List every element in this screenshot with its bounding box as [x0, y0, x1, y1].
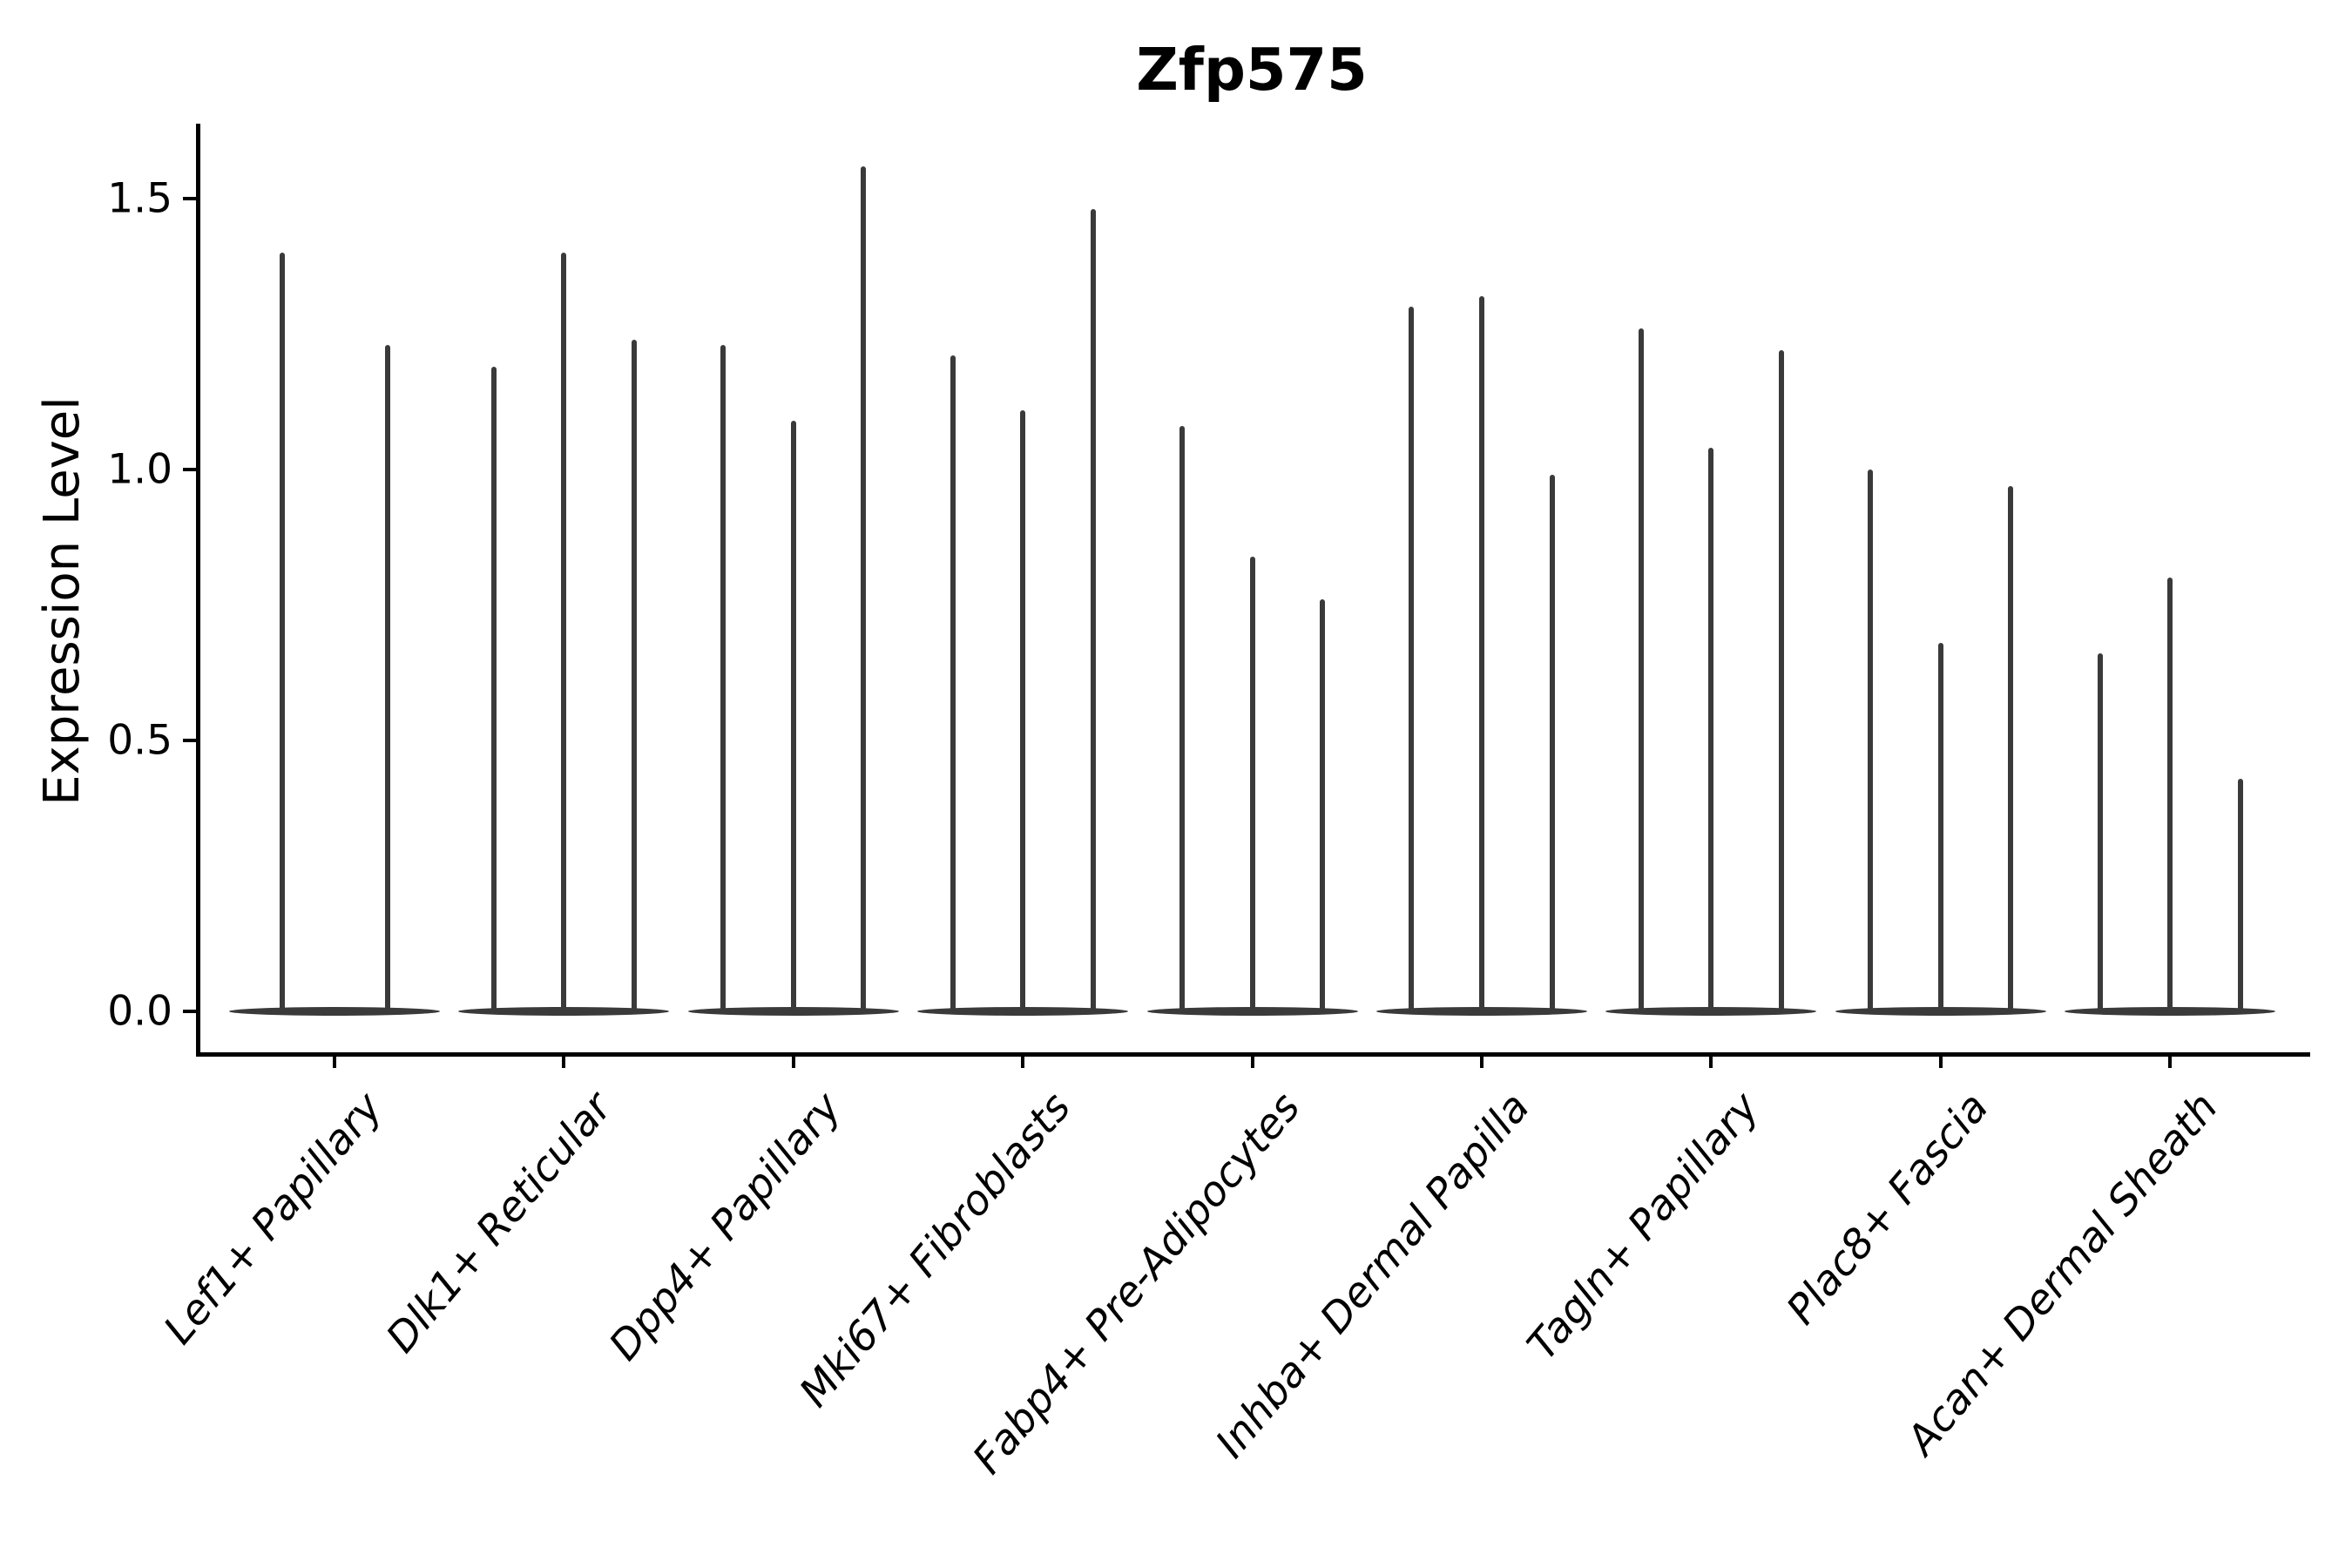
x-tick	[333, 1055, 336, 1068]
violin-spike	[1638, 328, 1644, 1011]
violin-spike	[490, 366, 497, 1011]
violin-spike	[720, 344, 727, 1011]
violin-base	[687, 1007, 899, 1016]
violin-base	[458, 1007, 670, 1016]
violin-spike	[632, 339, 638, 1011]
violin-spike	[561, 253, 567, 1011]
violin-base	[2065, 1007, 2276, 1016]
violin-spike	[950, 355, 956, 1011]
violin-spike	[1868, 470, 1874, 1011]
x-tick	[1938, 1055, 1943, 1068]
violin-spike	[1937, 643, 1943, 1011]
x-tick	[1709, 1055, 1713, 1068]
violin-spike	[1179, 426, 1185, 1011]
violin-spike	[2008, 485, 2014, 1011]
x-axis-spine	[196, 1052, 2310, 1057]
y-tick	[183, 1010, 196, 1013]
violin-spike	[1409, 307, 1415, 1011]
violin-spike	[1020, 409, 1026, 1011]
violin-spike	[1320, 599, 1326, 1011]
x-tick	[1021, 1055, 1025, 1068]
violin-base	[229, 1007, 440, 1016]
violin-spike	[1249, 556, 1255, 1011]
violin-base	[1146, 1007, 1358, 1016]
y-tick-label: 1.0	[107, 445, 172, 494]
violin-spike	[861, 166, 867, 1011]
x-tick	[1250, 1055, 1254, 1068]
x-tick	[2168, 1055, 2173, 1068]
violin-spike	[2237, 778, 2243, 1011]
violin-spike	[279, 253, 285, 1011]
violin-spike	[2097, 653, 2103, 1011]
violin-spike	[1779, 350, 1785, 1011]
y-tick-label: 1.5	[107, 174, 172, 223]
y-tick-label: 0.0	[107, 987, 172, 1036]
y-axis-spine	[196, 124, 200, 1057]
violin-spike	[790, 421, 796, 1011]
violin-spike	[1708, 448, 1714, 1011]
x-tick	[562, 1055, 566, 1068]
violin-base	[917, 1007, 1129, 1016]
violin-spike	[384, 344, 390, 1011]
violin-spike	[1549, 475, 1555, 1011]
violin-spike	[2167, 578, 2173, 1011]
x-tick-label: Dlk1+ Reticular	[376, 1084, 622, 1362]
y-tick-label: 0.5	[107, 716, 172, 765]
violin-spike	[1479, 295, 1484, 1011]
violin-base	[1835, 1007, 2046, 1016]
x-tick	[791, 1055, 795, 1068]
y-tick	[183, 197, 196, 200]
chart-title: Zfp575	[1136, 36, 1368, 104]
y-tick	[183, 468, 196, 471]
violin-spike	[1090, 209, 1096, 1011]
violin-base	[1376, 1007, 1587, 1016]
x-tick-label: Lef1+ Papillary	[154, 1084, 392, 1354]
x-tick	[1480, 1055, 1484, 1068]
y-tick	[183, 739, 196, 742]
violin-base	[1605, 1007, 1817, 1016]
